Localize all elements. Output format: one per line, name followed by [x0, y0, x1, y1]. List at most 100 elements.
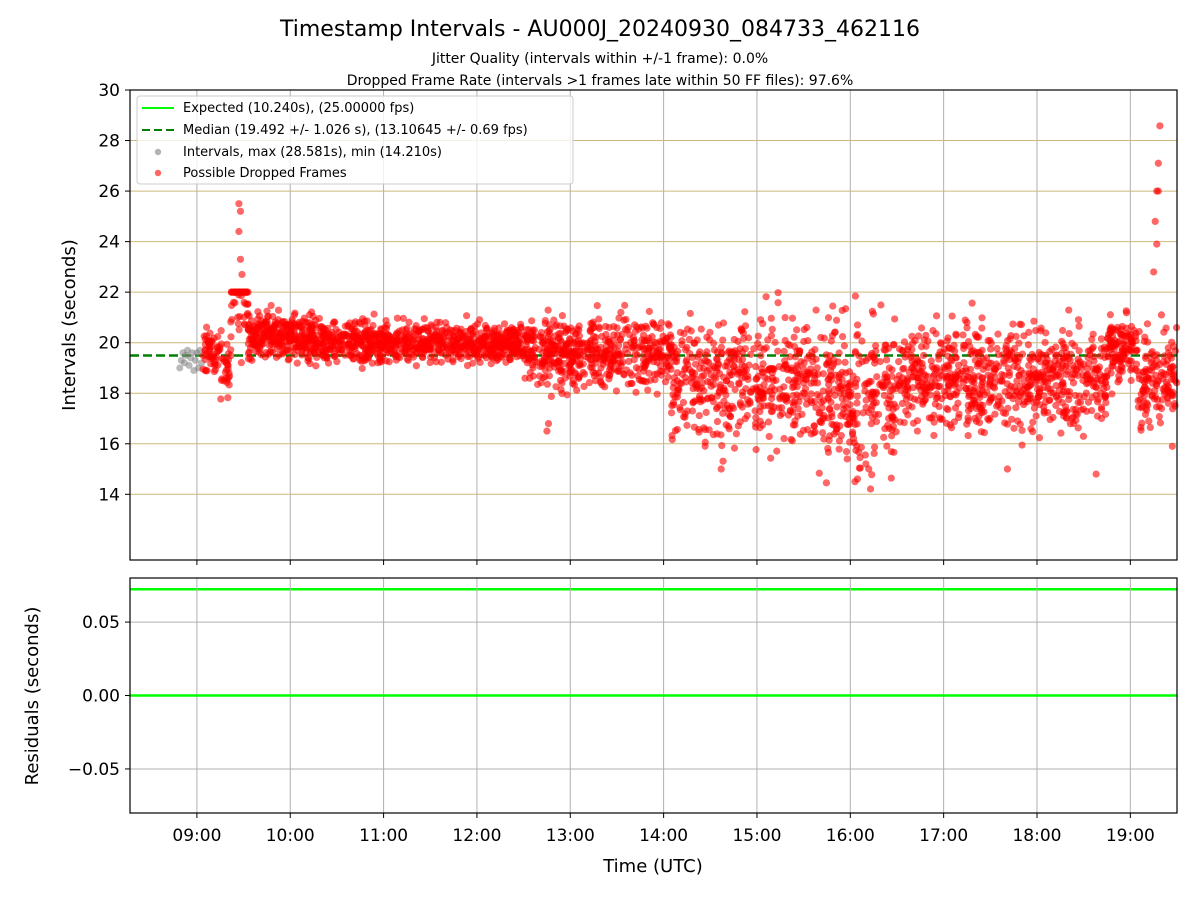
dropped-frame-point	[585, 346, 594, 354]
dropped-frame-point	[355, 318, 363, 327]
dropped-frame-point	[686, 309, 694, 318]
dropped-frame-point	[897, 386, 905, 394]
dropped-frame-point	[359, 342, 368, 350]
dropped-frame-point	[1142, 352, 1150, 360]
dropped-frame-point	[945, 344, 953, 352]
dropped-frame-point	[901, 353, 909, 361]
dropped-frame-point	[272, 353, 281, 361]
dropped-frame-point	[773, 447, 781, 455]
dropped-frame-point	[575, 340, 584, 348]
dropped-frame-point	[793, 391, 801, 399]
dropped-frame-point	[891, 315, 899, 323]
dropped-frame-point	[370, 310, 378, 318]
dropped-frame-point	[968, 299, 976, 307]
dropped-frame-point	[1066, 420, 1074, 428]
dropped-frame-point	[529, 364, 537, 372]
dropped-frame-point	[673, 369, 681, 377]
dropped-frame-point	[292, 333, 300, 341]
dropped-frame-point	[861, 387, 869, 395]
dropped-frame-point	[896, 379, 904, 387]
dropped-frame-point	[757, 388, 766, 396]
dropped-frame-point	[807, 390, 815, 398]
dropped-frame-point	[573, 386, 581, 394]
dropped-frame-point	[1031, 379, 1040, 387]
dropped-frame-point	[653, 370, 661, 378]
legend-median-label: Median (19.492 +/- 1.026 s), (13.10645 +…	[183, 123, 528, 138]
dropped-frame-point	[1075, 347, 1083, 355]
dropped-frame-point	[922, 331, 930, 339]
dropped-frame-point	[1154, 187, 1162, 195]
dropped-frame-point	[752, 384, 760, 392]
dropped-frame-point	[920, 351, 928, 360]
dropped-frame-point	[827, 371, 835, 380]
dropped-frame-point	[575, 326, 583, 334]
dropped-frame-point	[424, 327, 432, 335]
dropped-frame-point	[369, 321, 377, 330]
dropped-frame-point	[808, 352, 817, 360]
dropped-frame-point	[1034, 393, 1042, 401]
dropped-frame-point	[1104, 367, 1112, 375]
dropped-frame-point	[883, 376, 891, 384]
dropped-frame-point	[713, 348, 721, 356]
dropped-frame-point	[352, 333, 360, 341]
dropped-frame-point	[943, 337, 951, 345]
dropped-frame-point	[594, 353, 602, 362]
residuals-y-tick-label: 0.05	[82, 613, 120, 633]
dropped-frame-point	[1143, 320, 1152, 328]
dropped-frame-point	[285, 336, 293, 344]
dropped-frame-point	[1168, 442, 1176, 450]
dropped-frame-point	[256, 345, 264, 353]
dropped-frame-point	[333, 358, 341, 366]
intervals-y-ticks: 14 16 18 20 22 24 26 28 30	[98, 81, 130, 505]
dropped-frame-point	[525, 325, 533, 334]
dropped-frame-point	[840, 342, 848, 350]
dropped-frame-point	[858, 357, 866, 366]
dropped-frame-point	[621, 301, 629, 309]
dropped-frame-point	[695, 350, 703, 358]
dropped-frame-point	[961, 341, 969, 350]
dropped-frame-point	[1008, 415, 1016, 423]
dropped-frame-point	[639, 361, 647, 369]
dropped-frame-point	[1030, 317, 1038, 325]
dropped-frame-point	[1162, 360, 1170, 368]
dropped-frame-point	[883, 442, 891, 450]
dropped-frame-point	[1104, 353, 1112, 361]
dropped-frame-point	[367, 338, 375, 346]
dropped-frame-point	[870, 449, 878, 458]
dropped-frame-point	[1154, 159, 1162, 167]
dropped-frame-point	[1040, 407, 1048, 415]
dropped-frame-point	[1156, 360, 1164, 368]
dropped-frame-point	[602, 347, 610, 356]
dropped-frame-point	[709, 398, 717, 406]
dropped-frame-point	[954, 367, 962, 376]
dropped-frame-point	[984, 371, 992, 379]
dropped-frame-point	[645, 369, 653, 377]
dropped-frame-point	[1008, 349, 1016, 357]
dropped-frame-point	[818, 404, 826, 412]
dropped-frame-point	[323, 354, 331, 362]
dropped-frame-point	[1059, 326, 1067, 335]
dropped-frame-point	[793, 361, 801, 369]
dropped-frame-point	[614, 367, 622, 375]
dropped-frame-point	[394, 329, 402, 338]
dropped-frame-point	[853, 332, 861, 340]
dropped-frame-point	[803, 368, 811, 376]
dropped-frame-point	[1045, 396, 1054, 405]
dropped-frame-point	[1084, 347, 1092, 355]
dropped-frame-point	[297, 322, 305, 330]
dropped-frame-point	[1164, 394, 1172, 402]
dropped-frame-point	[913, 417, 922, 425]
dropped-frame-point	[274, 306, 283, 314]
dropped-frame-point	[1041, 338, 1049, 347]
dropped-frame-point	[432, 358, 440, 366]
dropped-frame-point	[856, 453, 864, 462]
dropped-frame-point	[864, 408, 873, 417]
dropped-frame-point	[760, 345, 768, 353]
residuals-y-tick-label: −0.05	[68, 760, 120, 780]
dropped-frame-point	[888, 432, 896, 440]
dropped-frame-point	[1054, 360, 1062, 368]
interval-point	[191, 356, 199, 364]
dropped-frame-point	[688, 407, 697, 415]
dropped-frame-point	[830, 430, 838, 438]
dropped-frame-point	[242, 288, 250, 296]
